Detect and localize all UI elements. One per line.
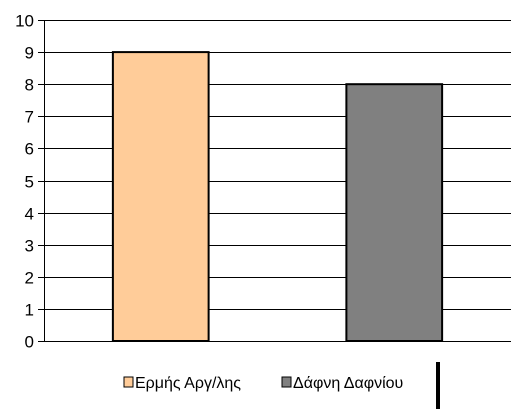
y-tick-label-1: 1 bbox=[25, 301, 34, 320]
y-tick-label-3: 3 bbox=[25, 237, 34, 256]
y-tick-label-5: 5 bbox=[25, 173, 34, 192]
y-tick-labels: 0 1 2 3 4 5 6 7 8 9 10 bbox=[15, 12, 34, 352]
y-tick-label-9: 9 bbox=[25, 44, 34, 63]
y-tick-label-6: 6 bbox=[25, 140, 34, 159]
legend-label-2: Δάφνη Δαφνίου bbox=[293, 375, 403, 392]
y-tick-label-0: 0 bbox=[25, 333, 34, 352]
legend-label-1: Ερμής Αργ/λης bbox=[135, 375, 241, 392]
y-tick-label-8: 8 bbox=[25, 76, 34, 95]
legend-swatch-2 bbox=[281, 376, 292, 388]
legend-right-bar bbox=[436, 362, 440, 409]
y-tick-label-2: 2 bbox=[25, 269, 34, 288]
bar-2 bbox=[345, 83, 444, 342]
legend-swatch-1 bbox=[123, 376, 134, 388]
y-tick-label-4: 4 bbox=[25, 205, 34, 224]
bar-1 bbox=[111, 51, 210, 342]
bars bbox=[111, 51, 444, 342]
legend: Ερμής Αργ/λης Δάφνη Δαφνίου bbox=[123, 375, 403, 392]
y-tick-label-7: 7 bbox=[25, 108, 34, 127]
y-tick-label-10: 10 bbox=[15, 12, 34, 31]
